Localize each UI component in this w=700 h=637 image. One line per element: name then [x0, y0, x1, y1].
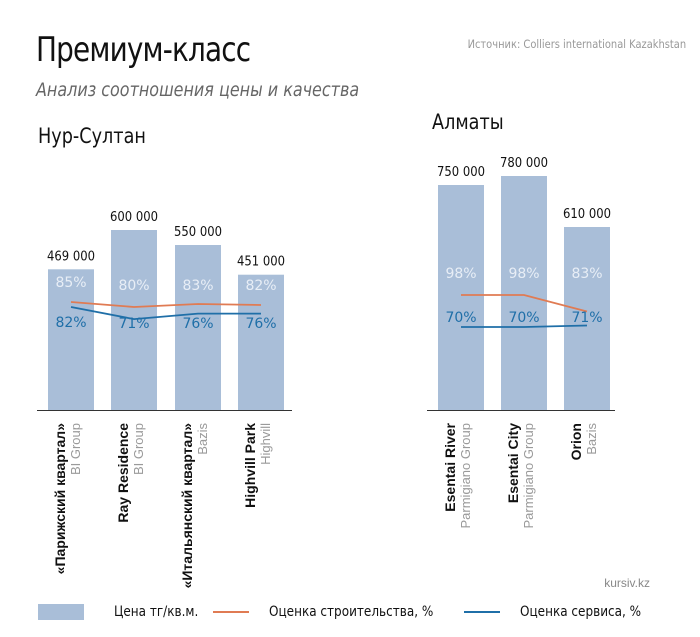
price-label: 451 000	[237, 253, 285, 269]
price-label: 750 000	[437, 163, 485, 179]
service-label: 76%	[182, 316, 213, 332]
construction-label: 80%	[118, 278, 149, 294]
city-title-almaty: Алматы	[432, 110, 504, 134]
service-label: 82%	[55, 315, 86, 331]
developer-label: Parmigiano Group	[458, 423, 473, 529]
line-service-0	[70, 306, 261, 321]
price-label: 469 000	[47, 247, 95, 263]
bar-1-1	[501, 176, 547, 410]
category-label: Ray Residence	[115, 423, 131, 523]
construction-label: 82%	[245, 278, 276, 294]
developer-label: Bazis	[195, 423, 210, 455]
category-label: Orion	[568, 423, 584, 460]
line-construction-1	[461, 294, 588, 313]
category-label: Esentai City	[505, 423, 521, 503]
legend-item-price: Цена тг/кв.м.	[38, 600, 212, 624]
price-label: 550 000	[174, 223, 222, 239]
page-title: Премиум-класс	[36, 30, 251, 70]
bar-0-0	[48, 269, 94, 410]
price-label: 600 000	[110, 208, 158, 224]
category-label: «Итальянский квартал»	[179, 423, 195, 589]
service-label: 71%	[118, 316, 149, 332]
line-construction-0	[70, 301, 262, 308]
price-label: 780 000	[500, 154, 548, 170]
construction-label: 98%	[508, 266, 539, 282]
service-label: 70%	[508, 310, 539, 326]
developer-label: Parmigiano Group	[521, 423, 536, 529]
price-label: 610 000	[563, 205, 611, 221]
bar-0-3	[238, 274, 284, 410]
page-subtitle: Анализ соотношения цены и качества	[36, 79, 360, 101]
legend-label-price: Цена тг/кв.м.	[114, 604, 199, 620]
legend-label-service: Оценка сервиса, %	[520, 604, 642, 620]
developer-label: Highvill	[258, 423, 273, 465]
construction-label: 85%	[55, 275, 86, 291]
service-label: 71%	[571, 310, 602, 326]
legend: Цена тг/кв.м. Оценка строительства, % Оц…	[0, 600, 700, 624]
construction-label: 83%	[571, 266, 602, 282]
developer-label: Bazis	[584, 423, 599, 455]
construction-label: 98%	[445, 266, 476, 282]
category-label: Highvill Park	[242, 423, 258, 508]
service-label: 70%	[445, 310, 476, 326]
developer-label: BI Group	[68, 423, 83, 475]
service-label: 76%	[245, 316, 276, 332]
legend-swatch-price	[38, 604, 84, 620]
category-label: Esentai River	[442, 422, 458, 511]
legend-label-construction: Оценка строительства, %	[269, 604, 434, 620]
legend-item-construction: Оценка строительства, %	[213, 600, 460, 624]
line-service-1	[461, 324, 588, 328]
legend-item-service: Оценка сервиса, %	[464, 600, 661, 624]
bar-1-0	[438, 185, 484, 410]
category-label: «Парижский квартал»	[52, 423, 68, 575]
legend-line-construction	[213, 611, 249, 613]
city-title-nursultan: Нур-Султан	[38, 124, 146, 148]
site-credit: kursiv.kz	[604, 576, 650, 590]
source-note: Источник: Colliers international Kazakhs…	[467, 37, 686, 51]
bar-1-2	[564, 227, 610, 410]
developer-label: BI Group	[131, 423, 146, 475]
construction-label: 83%	[182, 278, 213, 294]
bar-0-2	[175, 245, 221, 410]
legend-line-service	[464, 611, 500, 613]
